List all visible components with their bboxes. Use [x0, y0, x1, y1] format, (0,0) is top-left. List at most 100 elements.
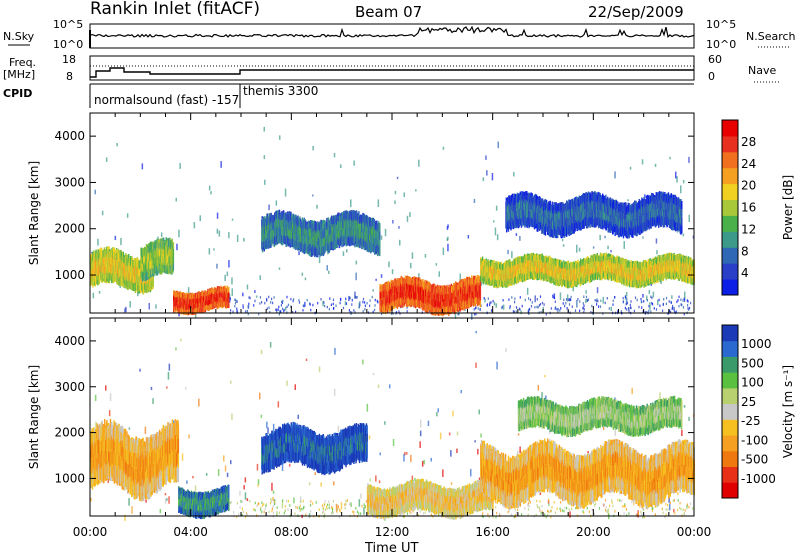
- cpid-annotation-2: themis 3300: [243, 84, 318, 98]
- power-noise-cell: [101, 210, 104, 216]
- power-ground-cell: [374, 308, 376, 312]
- power-noise-cell: [285, 306, 287, 311]
- power-ground-cell: [235, 299, 237, 302]
- power-ground-cell: [587, 298, 589, 301]
- power-ground-cell: [509, 306, 511, 310]
- power-ground-cell: [281, 307, 284, 311]
- power-echo-cell: [327, 217, 329, 227]
- power-ground-cell: [509, 305, 511, 308]
- power-ground-cell: [477, 307, 479, 310]
- power-ground-cell: [553, 296, 555, 299]
- power-echo-cell: [142, 285, 145, 295]
- power-noise-cell: [610, 306, 612, 312]
- power-ground-cell: [678, 304, 680, 308]
- power-echo-cell: [379, 223, 381, 232]
- power-noise-cell: [596, 287, 599, 294]
- power-ground-cell: [293, 298, 295, 301]
- power-echo-cell: [172, 242, 175, 250]
- power-ground-cell: [279, 310, 281, 313]
- power-ground-cell: [539, 303, 542, 306]
- power-noise-cell: [394, 190, 397, 195]
- power-ground-cell: [247, 305, 249, 308]
- power-echo-cell: [310, 220, 312, 229]
- nsky-trace: [89, 25, 695, 48]
- power-ground-cell: [326, 305, 328, 309]
- power-ground-cell: [342, 306, 345, 310]
- power-noise-cell: [224, 274, 226, 282]
- power-ground-cell: [539, 295, 542, 298]
- power-ground-cell: [643, 300, 645, 303]
- power-ground-cell: [668, 300, 670, 303]
- power-ground-cell: [628, 307, 630, 310]
- power-noise-cell: [312, 194, 314, 197]
- power-ground-cell: [275, 308, 277, 311]
- nsky-tick-bottom: 10^0: [53, 38, 83, 51]
- power-noise-cell: [388, 261, 390, 268]
- power-noise-cell: [559, 292, 562, 300]
- power-noise-cell: [442, 146, 445, 150]
- power-ground-cell: [681, 303, 683, 307]
- power-echo-cell: [178, 309, 180, 315]
- power-ground-cell: [290, 297, 292, 301]
- power-noise-cell: [552, 294, 554, 299]
- power-ground-cell: [596, 298, 598, 301]
- power-noise-cell: [322, 300, 324, 307]
- power-ground-cell: [671, 307, 673, 310]
- power-noise-cell: [442, 247, 445, 255]
- power-ground-cell: [345, 302, 348, 305]
- power-ground-cell: [490, 301, 492, 304]
- power-echo-region: [140, 237, 175, 282]
- power-ground-cell: [306, 298, 308, 302]
- power-echo-cell: [172, 256, 175, 264]
- power-noise-cell: [578, 247, 581, 252]
- power-ground-cell: [287, 303, 290, 307]
- power-noise-cell: [507, 249, 509, 255]
- power-noise-cell: [218, 230, 221, 237]
- power-ground-cell: [372, 310, 374, 314]
- power-ground-cell: [356, 296, 358, 299]
- power-ground-cell: [229, 300, 231, 303]
- power-ground-cell: [514, 297, 516, 300]
- nave-tick-bottom: 0: [708, 70, 715, 83]
- power-noise-cell: [358, 302, 360, 309]
- nsearch-tick-top: 10^5: [706, 18, 736, 31]
- power-noise-cell: [243, 237, 245, 242]
- power-ground-cell: [683, 312, 685, 316]
- power-echo-cell: [481, 256, 484, 263]
- power-noise-cell: [208, 185, 211, 191]
- power-ground-cell: [364, 308, 366, 311]
- power-ground-cell: [489, 303, 491, 307]
- power-echo-cell: [202, 307, 204, 313]
- power-ground-cell: [464, 308, 466, 311]
- power-ground-cell: [669, 309, 671, 312]
- power-ground-cell: [374, 298, 376, 302]
- power-ground-cell: [521, 304, 523, 308]
- power-noise-cell: [129, 301, 131, 308]
- power-ground-cell: [229, 297, 231, 300]
- power-noise-cell: [116, 143, 118, 147]
- power-ground-cell: [569, 298, 571, 301]
- power-ground-cell: [398, 310, 400, 313]
- power-ground-cell: [281, 301, 283, 304]
- power-noise-cell: [642, 236, 644, 239]
- power-ground-cell: [369, 304, 371, 308]
- power-ground-cell: [374, 304, 376, 307]
- power-ground-cell: [261, 301, 263, 304]
- power-ground-cell: [335, 304, 337, 307]
- power-ground-cell: [620, 310, 622, 313]
- power-ground-cell: [665, 296, 668, 300]
- power-noise-cell: [377, 199, 380, 207]
- power-noise-cell: [592, 246, 595, 249]
- power-ground-cell: [292, 299, 294, 303]
- power-ground-cell: [236, 309, 238, 313]
- power-ground-cell: [355, 296, 357, 299]
- power-ground-cell: [258, 312, 260, 316]
- power-noise-cell: [688, 214, 690, 223]
- power-noise-cell: [228, 260, 230, 268]
- power-noise-cell: [255, 295, 258, 298]
- power-ground-cell: [266, 299, 268, 302]
- power-ground-cell: [651, 302, 653, 305]
- power-ground-cell: [566, 307, 568, 310]
- power-noise-cell: [353, 160, 355, 166]
